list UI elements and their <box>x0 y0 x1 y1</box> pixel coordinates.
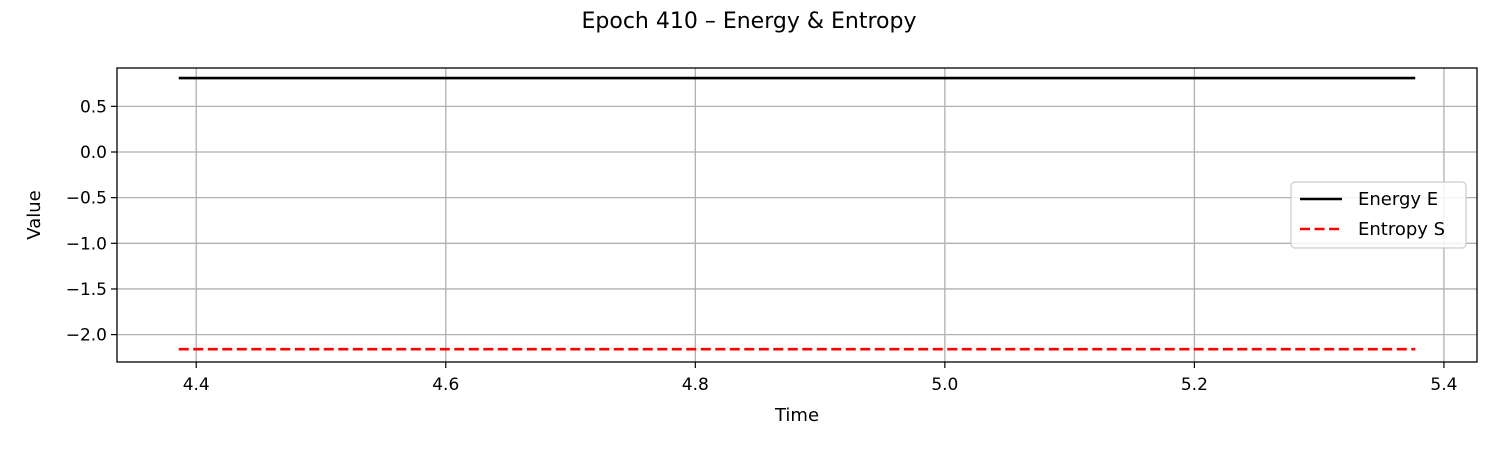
x-tick-label: 4.8 <box>682 375 709 395</box>
y-tick-label: 0.5 <box>80 97 107 117</box>
x-tick-label: 5.0 <box>931 375 958 395</box>
x-tick-label: 5.2 <box>1181 375 1208 395</box>
plot-area-frame <box>116 67 1478 363</box>
y-tick-label: −0.5 <box>66 189 107 209</box>
x-tick-label: 4.4 <box>183 375 210 395</box>
y-tick-label: −1.5 <box>66 280 107 300</box>
legend-label: Energy E <box>1358 189 1438 210</box>
y-tick-label: −1.0 <box>66 234 107 254</box>
y-axis-ticks: 0.5 0.0 −0.5 −1.0 −1.5 −2.0 <box>66 97 117 346</box>
legend: Energy E Entropy S <box>1290 181 1467 249</box>
legend-label: Entropy S <box>1358 219 1445 240</box>
data-series <box>178 76 1416 351</box>
x-axis-label: Time <box>774 405 819 426</box>
x-tick-label: 5.4 <box>1430 375 1457 395</box>
x-axis-ticks: 4.4 4.6 4.8 5.0 5.2 5.4 <box>183 362 1457 395</box>
y-axis-label: Value <box>24 190 45 239</box>
y-tick-label: 0.0 <box>80 143 107 163</box>
x-tick-label: 4.6 <box>432 375 459 395</box>
y-tick-label: −2.0 <box>66 326 107 346</box>
grid <box>117 68 1477 362</box>
chart-title: Epoch 410 – Energy & Entropy <box>582 9 917 34</box>
